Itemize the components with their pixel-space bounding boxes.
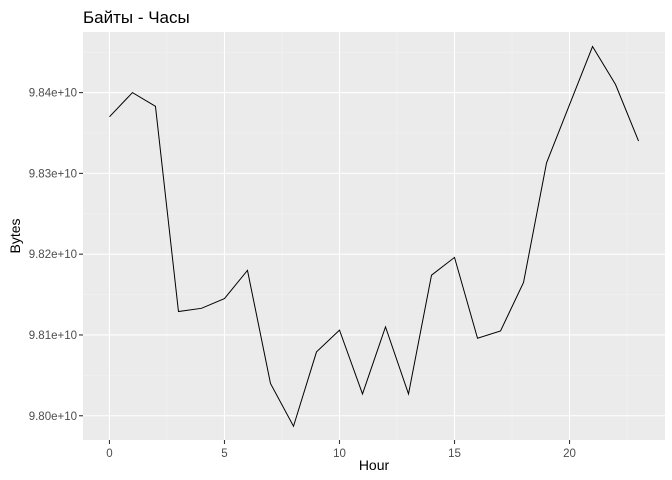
x-axis-ticks: 0 5 10 15 20 <box>106 440 576 460</box>
y-tick-label: 9.81e+10 <box>29 330 77 342</box>
y-tick-label: 9.84e+10 <box>29 88 77 100</box>
plot-panel <box>83 32 665 440</box>
y-tick-label: 9.83e+10 <box>29 168 77 180</box>
series-line <box>109 45 640 428</box>
y-tick-label: 9.82e+10 <box>29 249 77 261</box>
x-tick-label: 20 <box>563 448 576 460</box>
y-tick-label: 9.80e+10 <box>29 411 77 423</box>
x-tick-label: 10 <box>333 448 346 460</box>
y-axis-title: Bytes <box>7 218 23 253</box>
x-tick-label: 0 <box>106 448 112 460</box>
minor-gridlines <box>83 32 665 440</box>
x-axis-title: Hour <box>359 457 390 473</box>
major-gridlines <box>83 32 665 440</box>
x-tick-label: 15 <box>448 448 461 460</box>
y-axis-ticks: 9.80e+10 9.81e+10 9.82e+10 9.83e+10 9.84e+10 <box>29 88 83 423</box>
x-tick-label: 5 <box>221 448 227 460</box>
chart-title: Байты - Часы <box>83 8 190 27</box>
